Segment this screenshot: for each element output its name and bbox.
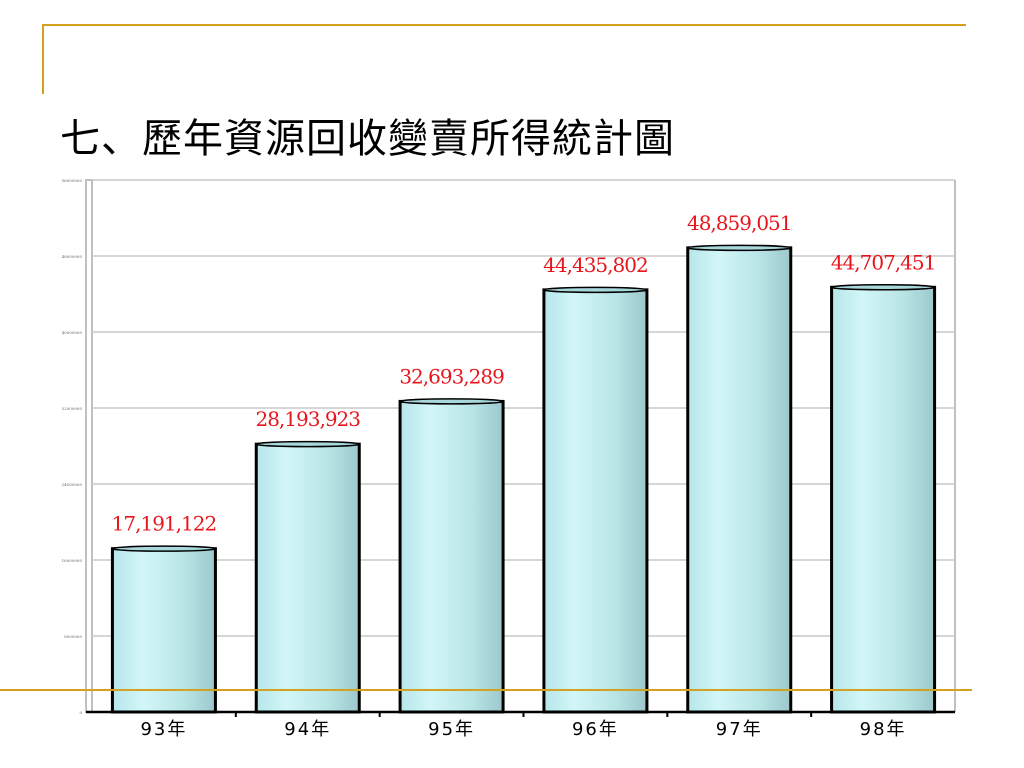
x-tick-label: 93年 [140, 719, 187, 740]
y-axis-wall [85, 179, 93, 713]
bar [686, 246, 793, 714]
page-title: 七、歷年資源回收變賣所得統計圖 [60, 116, 675, 162]
y-tick-label: 40000000 [62, 330, 83, 335]
y-tick-label: 8000000 [64, 634, 82, 639]
x-tick-label: 94年 [284, 719, 331, 740]
y-tick-label: 32000000 [62, 406, 83, 411]
y-tick-label: 0 [79, 710, 82, 715]
x-tick-label: 96年 [572, 719, 619, 740]
data-label: 44,435,802 [543, 253, 648, 277]
bar [830, 285, 937, 714]
bar [110, 547, 217, 714]
y-tick-label: 24000000 [62, 482, 83, 487]
bar [542, 288, 649, 714]
data-label: 44,707,451 [831, 250, 936, 274]
bar-top [543, 286, 648, 294]
y-tick-label: 16000000 [62, 558, 83, 563]
decor-line-bottom [0, 689, 972, 691]
bar [398, 399, 505, 714]
x-tick-label: 98年 [860, 719, 907, 740]
decor-line-left [42, 24, 44, 94]
bar-top [687, 244, 792, 252]
x-tick-label: 95年 [428, 719, 475, 740]
x-tick-label: 97年 [716, 719, 763, 740]
bar [254, 442, 361, 714]
data-label: 28,193,923 [255, 407, 360, 431]
decor-line-top [42, 24, 966, 26]
bar-top [111, 545, 217, 552]
data-label: 17,191,122 [112, 512, 217, 536]
data-label: 32,693,289 [399, 364, 504, 388]
bar-top [255, 440, 360, 448]
bar-top [399, 398, 504, 405]
y-tick-label: 56000000 [62, 178, 83, 183]
y-tick-label: 48000000 [62, 254, 83, 259]
bar-top [830, 284, 936, 291]
data-label: 48,859,051 [687, 211, 792, 235]
